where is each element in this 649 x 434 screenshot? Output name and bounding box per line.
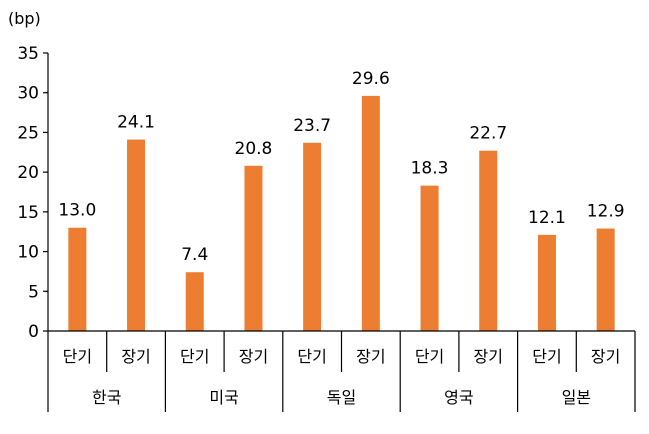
group-label: 영국 [444,388,473,407]
data-label: 13.0 [58,201,96,221]
category-label: 단기 [63,347,92,366]
bar [479,150,498,331]
data-label: 24.1 [117,113,155,133]
data-label: 18.3 [411,159,449,179]
data-label: 7.4 [181,245,208,265]
y-axis: 0 5 10 15 20 25 30 35 [17,44,49,342]
y-unit-label: (bp) [8,9,41,28]
y-tick-label: 0 [28,322,39,342]
category-label: 장기 [239,347,268,366]
data-label: 12.9 [587,202,625,222]
bar [68,227,87,331]
category-label: 장기 [591,347,620,366]
category-label: 단기 [415,347,444,366]
bars: 13.0 24.1 7.4 20.8 23.7 29.6 18.3 22.7 12.1 12.9 [58,69,625,332]
data-label: 29.6 [352,69,390,89]
data-label: 23.7 [293,116,331,136]
data-label: 12.1 [528,208,566,228]
group-label: 독일 [327,388,356,407]
group-label: 미국 [209,388,238,407]
y-tick-label: 35 [17,44,39,64]
bar [127,139,146,331]
bar [244,165,263,331]
y-tick-label: 10 [17,243,39,263]
bar [185,272,204,331]
bar [303,142,322,331]
category-label: 장기 [121,347,150,366]
category-label: 단기 [532,347,561,366]
y-tick-label: 20 [17,163,39,183]
bar [361,95,380,332]
category-label: 단기 [297,347,326,366]
data-label: 20.8 [235,139,273,159]
group-label: 한국 [92,388,121,407]
data-label: 22.7 [469,124,507,144]
y-tick-label: 25 [17,123,39,143]
bar [420,185,439,331]
bar [596,228,615,331]
category-label: 단기 [180,347,209,366]
category-label: 장기 [474,347,503,366]
y-tick-label: 5 [28,282,39,302]
bar [537,234,556,331]
group-label: 일본 [562,388,591,407]
category-label: 장기 [356,347,385,366]
y-tick-label: 30 [17,84,39,104]
y-tick-label: 15 [17,203,39,223]
